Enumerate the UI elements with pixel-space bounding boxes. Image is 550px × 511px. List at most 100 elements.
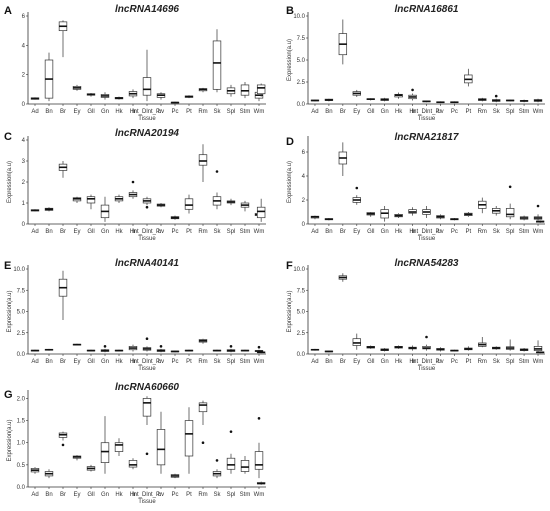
x-tick-label: Sk	[213, 492, 221, 498]
x-tick-label: Wm	[533, 229, 544, 235]
x-tick-label: Pc	[451, 359, 458, 365]
box-iqr	[256, 206, 266, 219]
outlier-point	[355, 186, 359, 190]
box-Lv	[156, 92, 166, 100]
box-Hk	[114, 96, 124, 100]
y-tick-label: 0.0	[297, 102, 306, 108]
box-iqr	[505, 208, 515, 218]
box-iqr	[212, 40, 222, 90]
y-axis-label: Expression(a.u)	[7, 419, 13, 461]
box-Hr	[408, 207, 417, 216]
x-tick-label: Br	[340, 359, 346, 365]
panel-letter: G	[4, 389, 13, 401]
x-tick-label: Sk	[493, 229, 501, 235]
x-axis-label: Tissue	[138, 116, 156, 122]
box-Ad	[30, 467, 40, 474]
x-tick-label: Hr	[409, 359, 415, 365]
box-Gll	[86, 93, 96, 97]
box-Stm	[240, 82, 250, 99]
y-tick-label: 5.0	[297, 310, 306, 316]
panel-letter: A	[4, 5, 12, 17]
box-Sk	[212, 349, 222, 352]
box-iqr	[86, 196, 96, 204]
y-axis-label: Expression(a.u)	[287, 290, 293, 332]
x-tick-label: Pc	[171, 359, 178, 365]
x-tick-label: Stm	[240, 492, 251, 498]
box-Gn	[100, 416, 110, 474]
x-tick-label: Gll	[87, 109, 94, 115]
x-tick-label: Ad	[31, 492, 38, 498]
box-Pt	[464, 346, 473, 351]
panel-title: lncRNA54283	[395, 258, 459, 269]
y-axis-label: Expression(a.u)	[287, 39, 293, 81]
box-Bn	[324, 350, 334, 353]
box-Hr	[128, 458, 138, 470]
x-tick-label: Rm	[478, 359, 487, 365]
x-tick-label: Gn	[381, 109, 389, 115]
box-Pc	[450, 349, 459, 352]
box-Stm	[519, 99, 529, 103]
x-tick-label: Bn	[45, 109, 52, 115]
panel-title: lncRNA40141	[115, 258, 179, 269]
y-tick-label: 2.5	[17, 331, 26, 337]
box-Stm	[519, 348, 529, 352]
x-tick-label: Hk	[395, 229, 403, 235]
box-Rm	[478, 337, 487, 348]
box-iqr	[184, 198, 194, 210]
x-tick-label: Gll	[87, 359, 94, 365]
x-tick-label: Pc	[451, 229, 458, 235]
x-tick-label: Ey	[73, 109, 80, 115]
box-Ad	[310, 99, 320, 102]
x-tick-label: Rm	[198, 492, 207, 498]
x-tick-label: Wm	[254, 229, 265, 235]
x-tick-label: Hr	[130, 229, 136, 235]
x-tick-label: Bn	[325, 359, 332, 365]
box-Br	[58, 270, 68, 320]
x-tick-label: Gn	[381, 359, 389, 365]
x-axis-label: Tissue	[418, 366, 436, 372]
x-tick-label: Int_Dlnt_Pr	[132, 229, 162, 235]
panel-title: lncRNA60660	[115, 382, 179, 393]
box-Pt	[184, 194, 194, 214]
x-tick-label: Ey	[353, 229, 360, 235]
box-Ad	[310, 348, 320, 351]
x-tick-label: Gn	[381, 229, 389, 235]
x-tick-label: Wm	[533, 359, 544, 365]
box-Pt	[184, 349, 194, 352]
box-Rm	[198, 338, 208, 344]
x-tick-label: Gn	[101, 229, 109, 235]
box-Int_Dlnt_Pr	[422, 335, 431, 351]
box-Hk	[114, 194, 124, 203]
x-axis-label: Tissue	[138, 236, 156, 242]
x-axis-label: Tissue	[138, 499, 156, 505]
x-tick-label: Pc	[171, 229, 178, 235]
box-Wm	[256, 83, 266, 97]
box-Hk	[394, 345, 403, 349]
x-tick-label: Sk	[493, 359, 501, 365]
x-tick-label: Br	[60, 359, 66, 365]
box-Ad	[30, 349, 40, 352]
box-Ey	[72, 455, 82, 461]
box-Bn	[44, 52, 54, 102]
x-tick-label: Int_Dlnt_Pr	[132, 492, 162, 498]
y-tick-label: 4	[302, 174, 306, 180]
box-iqr	[256, 84, 266, 95]
x-axis-label: Tissue	[138, 366, 156, 372]
x-tick-label: Pt	[186, 109, 192, 115]
box-Lv	[156, 203, 166, 208]
x-tick-label: Hk	[395, 109, 403, 115]
y-tick-label: 0.0	[17, 352, 26, 358]
box-Int_Dlnt_Pr	[142, 396, 152, 456]
outlier-point	[215, 170, 219, 173]
x-tick-label: Hk	[115, 109, 123, 115]
y-tick-label: 3	[22, 159, 26, 165]
box-Spl	[226, 430, 236, 474]
x-tick-label: Wm	[533, 109, 544, 115]
box-iqr	[156, 429, 166, 466]
y-tick-label: 0	[22, 102, 26, 108]
